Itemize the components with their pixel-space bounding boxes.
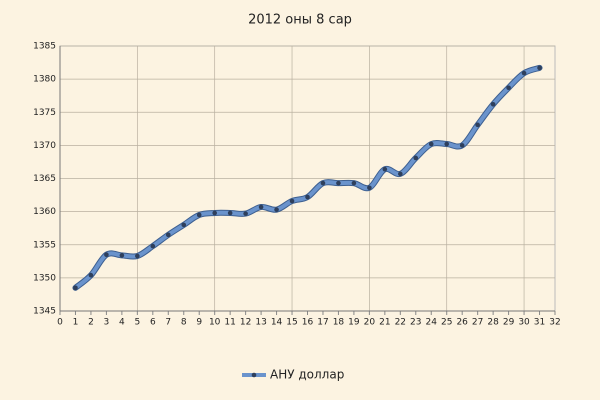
point — [506, 85, 511, 91]
point — [413, 155, 419, 161]
point — [88, 272, 94, 278]
y-tick-label: 1355 — [33, 240, 56, 250]
point — [398, 171, 403, 177]
x-tick-label: 13 — [255, 318, 266, 328]
point — [459, 143, 465, 148]
point — [537, 65, 542, 71]
y-tick-label: 1385 — [33, 42, 56, 52]
line-shadow — [72, 64, 543, 291]
point — [274, 207, 279, 212]
x-tick-label: 25 — [441, 318, 452, 328]
point — [196, 212, 202, 218]
point — [490, 102, 496, 107]
point — [73, 285, 78, 291]
x-tick-label: 8 — [181, 318, 187, 328]
x-tick-label: 17 — [317, 318, 328, 328]
point — [258, 204, 264, 210]
point — [150, 243, 156, 249]
point — [336, 180, 341, 186]
point — [289, 198, 295, 204]
point — [351, 180, 357, 186]
point — [475, 122, 480, 128]
x-tick-label: 18 — [333, 318, 345, 328]
point — [119, 253, 125, 258]
x-tick-label: 15 — [286, 318, 297, 328]
x-tick-label: 3 — [104, 318, 110, 328]
point — [227, 210, 233, 216]
x-tick-label: 2 — [88, 318, 94, 328]
x-tick-label: 7 — [165, 318, 171, 328]
x-tick-label: 27 — [472, 318, 483, 328]
x-tick-label: 16 — [302, 318, 314, 328]
point — [181, 222, 187, 228]
y-tick-label: 1345 — [33, 307, 56, 317]
x-tick-label: 32 — [549, 318, 560, 328]
point — [320, 180, 326, 186]
x-tick-label: 12 — [240, 318, 251, 328]
x-tick-label: 1 — [73, 318, 79, 328]
y-tick-label: 1350 — [33, 273, 56, 283]
x-tick-label: 22 — [395, 318, 406, 328]
x-tick-label: 24 — [426, 318, 438, 328]
legend-marker — [251, 372, 257, 378]
point — [428, 141, 434, 147]
x-tick-label: 23 — [410, 318, 421, 328]
y-tick-label: 1375 — [33, 108, 56, 118]
y-tick-label: 1360 — [33, 207, 56, 217]
point — [104, 252, 109, 257]
point — [521, 70, 527, 76]
point — [305, 194, 310, 200]
x-tick-label: 9 — [196, 318, 202, 328]
y-tick-label: 1370 — [33, 141, 56, 151]
x-tick-label: 28 — [487, 318, 499, 328]
x-tick-label: 19 — [348, 318, 360, 328]
y-tick-label: 1365 — [33, 174, 56, 184]
x-tick-label: 11 — [224, 318, 235, 328]
x-tick-label: 6 — [150, 318, 156, 328]
x-tick-label: 14 — [271, 318, 283, 328]
x-tick-label: 0 — [57, 318, 63, 328]
point — [212, 210, 217, 216]
point — [382, 166, 388, 172]
point — [367, 185, 372, 191]
chart-title: 2012 оны 8 сар — [248, 13, 352, 28]
x-tick-label: 26 — [456, 318, 468, 328]
y-tick-label: 1380 — [33, 75, 56, 85]
point — [243, 211, 248, 216]
x-tick-label: 29 — [503, 318, 515, 328]
x-tick-label: 10 — [209, 318, 221, 328]
x-tick-label: 30 — [518, 318, 530, 328]
point — [444, 141, 450, 147]
x-tick-label: 20 — [364, 318, 376, 328]
point — [165, 232, 171, 238]
x-tick-label: 21 — [379, 318, 390, 328]
x-tick-label: 31 — [534, 318, 545, 328]
point — [135, 253, 140, 259]
x-tick-label: 5 — [134, 318, 140, 328]
legend-label: АНУ доллар — [270, 368, 344, 382]
x-tick-label: 4 — [119, 318, 125, 328]
